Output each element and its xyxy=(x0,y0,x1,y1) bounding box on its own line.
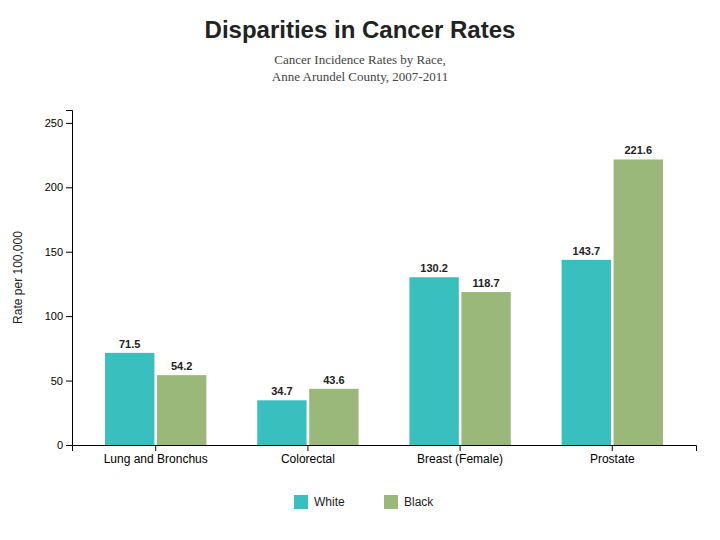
tick-mark xyxy=(66,252,72,253)
tick: 50 xyxy=(51,375,72,387)
tick-label: Colorectal xyxy=(281,452,335,466)
tick-mark xyxy=(307,445,308,451)
tick: 200 xyxy=(45,181,72,193)
tick-label: 250 xyxy=(45,117,63,129)
legend-swatch xyxy=(294,495,308,509)
bar xyxy=(409,277,458,445)
axis-line xyxy=(73,446,697,452)
data-label: 143.7 xyxy=(573,245,601,257)
data-label: 130.2 xyxy=(420,262,448,274)
tick-mark xyxy=(612,445,613,451)
data-labels: 71.5 34.7 130.2 143.7 54.2 43.6 118.7 221.6 xyxy=(119,144,652,397)
data-label: 34.7 xyxy=(271,385,292,397)
tick-label: 0 xyxy=(57,439,63,451)
legend-label: White xyxy=(314,495,345,509)
y-axis: 0 50 100 150 200 250 xyxy=(45,111,73,452)
axis-line xyxy=(66,111,73,446)
subtitle: Cancer Incidence Rates by Race,Anne Arun… xyxy=(272,52,448,84)
bar xyxy=(461,292,510,445)
tick-label: 50 xyxy=(51,375,63,387)
legend-label: Black xyxy=(404,495,434,509)
tick-mark xyxy=(155,445,156,451)
tick-mark xyxy=(66,445,72,446)
tick: Prostate xyxy=(590,445,635,466)
tick-label: Prostate xyxy=(590,452,635,466)
legend: White Black xyxy=(294,495,434,509)
tick-label: Breast (Female) xyxy=(417,452,503,466)
series xyxy=(105,260,611,445)
bar xyxy=(614,159,663,445)
tick-mark xyxy=(66,123,72,124)
tick-label: 200 xyxy=(45,181,63,193)
chart: Disparities in Cancer Rates Cancer Incide… xyxy=(0,0,720,540)
tick-mark xyxy=(460,445,461,451)
axis-title: Rate per 100,000 xyxy=(11,231,25,324)
legend-swatch xyxy=(384,495,398,509)
title: Disparities in Cancer Rates xyxy=(205,16,516,43)
legend-item: Black xyxy=(384,495,434,509)
tick-mark xyxy=(66,316,72,317)
x-axis: Lung and Bronchus Colorectal Breast (Femal… xyxy=(73,445,697,466)
plot: 0 50 100 150 200 250 Lung and Bronchus Colorect… xyxy=(11,111,697,466)
tick: Breast (Female) xyxy=(417,445,503,466)
tick: Lung and Bronchus xyxy=(104,445,208,466)
bar xyxy=(309,389,358,445)
tick: 150 xyxy=(45,246,72,258)
bar xyxy=(257,400,306,445)
tick: Colorectal xyxy=(281,445,335,466)
tick-label: 100 xyxy=(45,310,63,322)
data-label: 54.2 xyxy=(171,360,192,372)
bar xyxy=(562,260,611,445)
bars xyxy=(105,159,663,445)
bar xyxy=(157,375,206,445)
tick: 250 xyxy=(45,117,72,129)
tick-mark xyxy=(66,187,72,188)
tick: 100 xyxy=(45,310,72,322)
tick-label: 150 xyxy=(45,246,63,258)
data-label: 43.6 xyxy=(323,374,344,386)
series xyxy=(157,159,663,445)
legend-item: White xyxy=(294,495,345,509)
tick-mark xyxy=(66,381,72,382)
data-label: 118.7 xyxy=(473,277,500,289)
data-label: 221.6 xyxy=(625,144,653,156)
tick-label: Lung and Bronchus xyxy=(104,452,208,466)
tick: 0 xyxy=(57,439,72,451)
bar xyxy=(105,353,154,445)
data-label: 71.5 xyxy=(119,338,140,350)
